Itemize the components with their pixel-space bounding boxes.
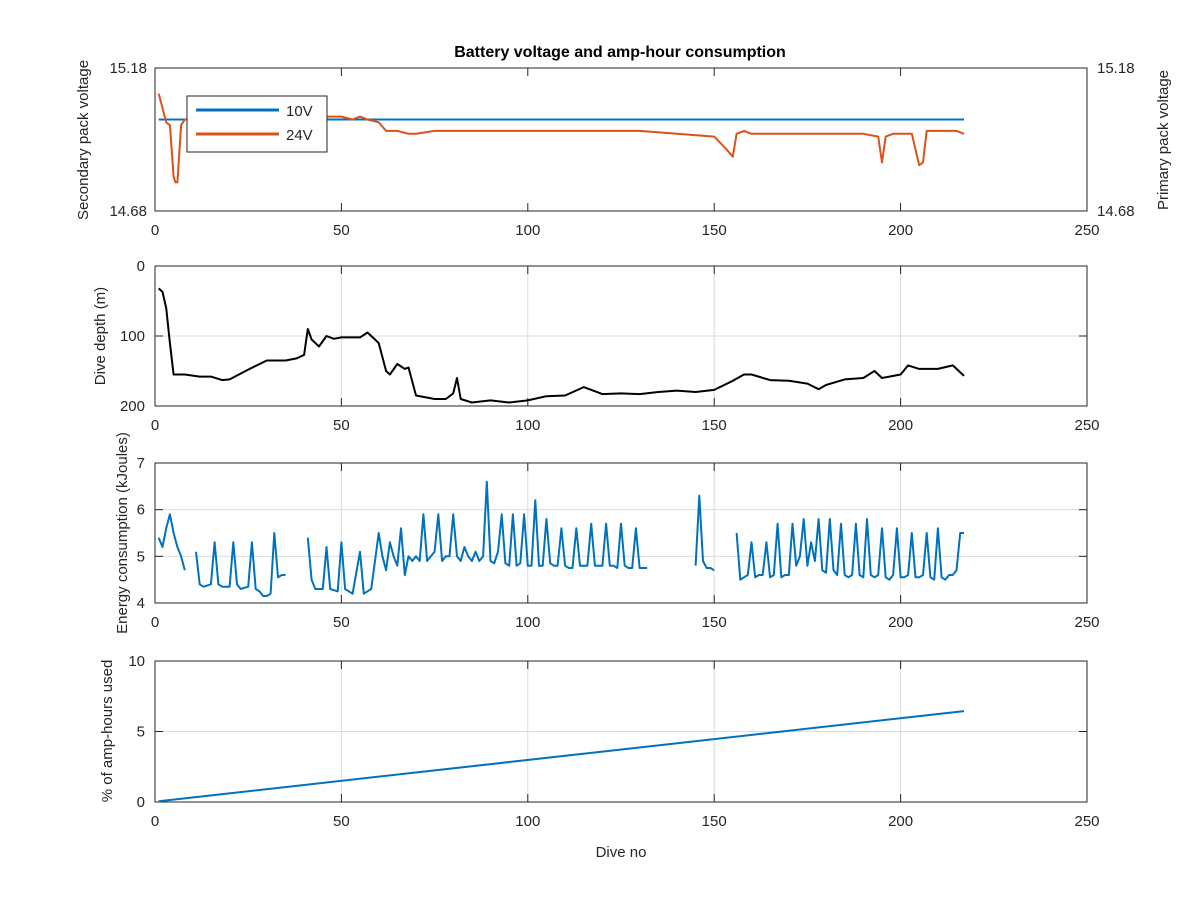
depth-x-tick-label: 0 <box>151 417 159 434</box>
voltage-y-tick-right-low: 14.68 <box>1097 203 1135 220</box>
amphours-x-ticks: 0 50 100 150 200 250 <box>151 661 1100 830</box>
voltage-x-tick-label: 250 <box>1074 222 1099 239</box>
energy-x-tick-label: 50 <box>333 614 350 631</box>
depth-x-tick-label: 50 <box>333 417 350 434</box>
depth-y-ticks: 0 100 200 <box>120 258 1087 415</box>
amphours-series-line <box>158 710 965 803</box>
voltage-legend: 10V 24V <box>186 95 328 153</box>
depth-panel: 0 50 100 150 200 250 0 100 200 Dive depth (m) <box>92 258 1100 434</box>
amphours-x-tick-label: 200 <box>888 813 913 830</box>
legend-label-10v: 10V <box>286 103 313 120</box>
amphours-panel: 0 50 100 150 200 250 0 5 10 % of amp-hours used… <box>99 653 1100 861</box>
depth-x-tick-label: 250 <box>1074 417 1099 434</box>
depth-y-tick-label: 200 <box>120 398 145 415</box>
depth-series-line <box>158 287 965 404</box>
voltage-x-tick-label: 200 <box>888 222 913 239</box>
energy-x-ticks: 0 50 100 150 200 250 <box>151 463 1100 631</box>
voltage-y-tick-left-low: 14.68 <box>109 203 147 220</box>
amphours-x-tick-label: 50 <box>333 813 350 830</box>
energy-y-ticks: 4 5 6 7 <box>137 455 1087 612</box>
energy-series-line-0 <box>157 513 186 571</box>
energy-series <box>157 480 964 597</box>
amphours-x-tick-label: 100 <box>515 813 540 830</box>
voltage-x-tick-label: 0 <box>151 222 159 239</box>
energy-y-tick-label: 6 <box>137 502 145 519</box>
amphours-grid <box>155 661 1087 802</box>
energy-x-tick-label: 200 <box>888 614 913 631</box>
depth-y-label: Dive depth (m) <box>92 287 109 385</box>
depth-y-tick-label: 100 <box>120 328 145 345</box>
legend-label-24v: 24V <box>286 127 313 144</box>
legend-box <box>186 95 328 153</box>
energy-series-line-1 <box>195 532 286 597</box>
amphours-x-tick-label: 250 <box>1074 813 1099 830</box>
voltage-x-tick-label: 50 <box>333 222 350 239</box>
voltage-x-tick-label: 100 <box>515 222 540 239</box>
voltage-panel: 0 50 100 150 200 250 14.68 15.18 14.68 15.18 … <box>75 60 1172 239</box>
chart-title: Battery voltage and amp-hour consumption <box>454 44 786 61</box>
depth-x-ticks: 0 50 100 150 200 250 <box>151 266 1100 434</box>
amphours-y-tick-label: 0 <box>137 794 145 811</box>
energy-y-label: Energy consumption (kJoules) <box>114 432 131 634</box>
voltage-y-tick-left-high: 15.18 <box>109 60 147 77</box>
depth-x-tick-label: 150 <box>702 417 727 434</box>
amphours-y-ticks: 0 5 10 <box>128 653 1087 811</box>
depth-y-tick-label: 0 <box>137 258 145 275</box>
depth-x-tick-label: 200 <box>888 417 913 434</box>
energy-plot-border <box>154 462 1088 604</box>
depth-x-tick-label: 100 <box>515 417 540 434</box>
amphours-y-label: % of amp-hours used <box>99 660 116 803</box>
voltage-y-tick-right-high: 15.18 <box>1097 60 1135 77</box>
energy-x-tick-label: 0 <box>151 614 159 631</box>
energy-panel: 0 50 100 150 200 250 4 5 6 7 Energy consumption … <box>114 432 1100 634</box>
energy-y-tick-label: 4 <box>137 595 145 612</box>
energy-y-tick-label: 5 <box>137 548 145 565</box>
amphours-x-tick-label: 150 <box>702 813 727 830</box>
energy-series-line-3 <box>694 494 715 572</box>
voltage-x-ticks: 0 50 100 150 200 250 <box>151 68 1100 239</box>
voltage-y-label-left: Secondary pack voltage <box>75 60 92 220</box>
energy-x-tick-label: 100 <box>515 614 540 631</box>
amphours-x-tick-label: 0 <box>151 813 159 830</box>
amphours-y-tick-label: 10 <box>128 653 145 670</box>
energy-y-tick-label: 7 <box>137 455 145 472</box>
energy-x-tick-label: 150 <box>702 614 727 631</box>
amphours-series <box>158 710 965 803</box>
amphours-y-tick-label: 5 <box>137 724 145 741</box>
energy-x-tick-label: 250 <box>1074 614 1099 631</box>
energy-series-line-2 <box>306 480 648 595</box>
amphours-x-label: Dive no <box>596 844 647 861</box>
energy-series-line-4 <box>735 518 964 581</box>
voltage-x-tick-label: 150 <box>702 222 727 239</box>
voltage-y-label-right: Primary pack voltage <box>1155 70 1172 210</box>
depth-series <box>158 287 965 404</box>
